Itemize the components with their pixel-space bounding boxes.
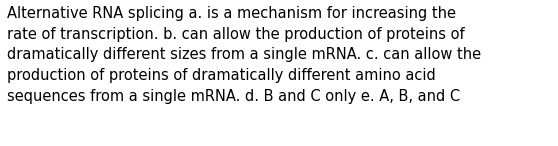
Text: Alternative RNA splicing a. is a mechanism for increasing the
rate of transcript: Alternative RNA splicing a. is a mechani… bbox=[7, 6, 482, 104]
